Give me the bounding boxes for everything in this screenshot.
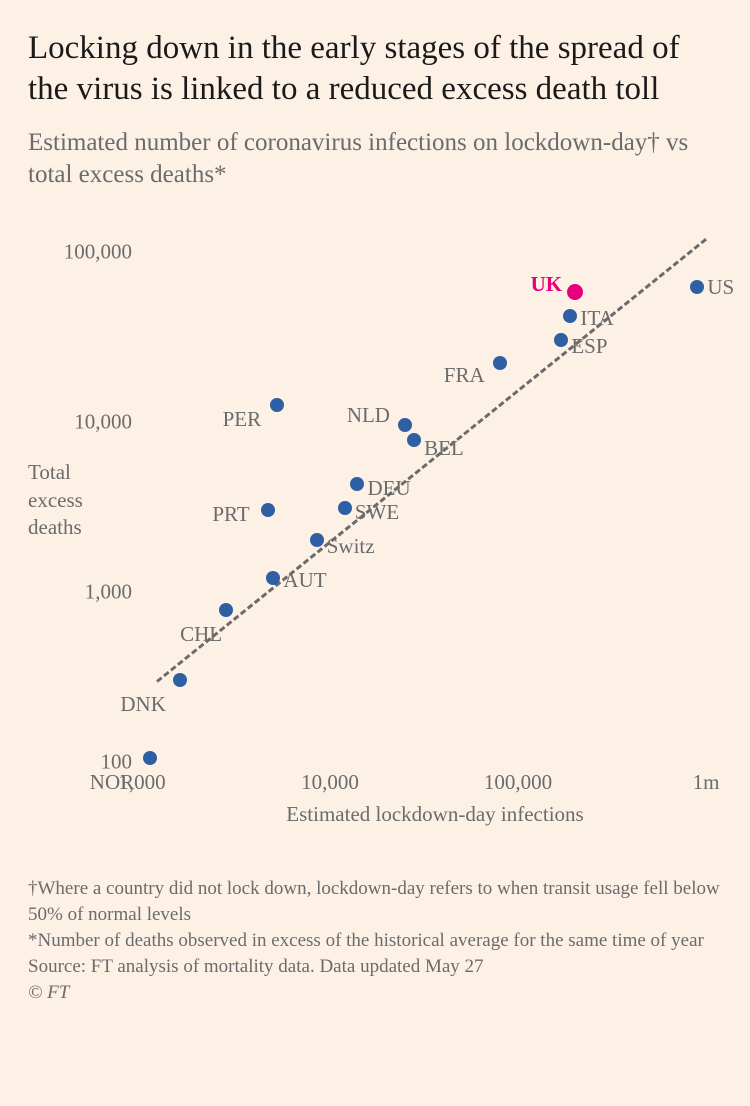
data-point bbox=[261, 503, 275, 517]
data-point bbox=[266, 571, 280, 585]
trend-line bbox=[156, 238, 707, 683]
data-point bbox=[173, 673, 187, 687]
data-label: SWE bbox=[355, 502, 399, 523]
scatter-chart: NORDNKCHLAUTSwitzPRTSWEDEUPERBELNLDFRAES… bbox=[28, 222, 722, 822]
y-tick: 1,000 bbox=[85, 579, 132, 604]
data-label: US bbox=[707, 277, 734, 298]
data-label: BEL bbox=[424, 438, 464, 459]
data-label: Switz bbox=[327, 536, 375, 557]
x-tick: 1,000 bbox=[118, 770, 165, 795]
data-point bbox=[350, 477, 364, 491]
x-tick: 10,000 bbox=[301, 770, 359, 795]
data-label: DNK bbox=[120, 694, 166, 715]
y-tick: 10,000 bbox=[74, 409, 132, 434]
plot-area: NORDNKCHLAUTSwitzPRTSWEDEUPERBELNLDFRAES… bbox=[142, 252, 706, 762]
data-label: AUT bbox=[283, 570, 326, 591]
data-point bbox=[690, 280, 704, 294]
data-point bbox=[219, 603, 233, 617]
data-point bbox=[407, 433, 421, 447]
data-label: CHL bbox=[180, 624, 222, 645]
x-tick: 100,000 bbox=[484, 770, 552, 795]
data-label: UK bbox=[531, 274, 563, 295]
data-label: ESP bbox=[571, 336, 607, 357]
data-point bbox=[493, 356, 507, 370]
data-point bbox=[563, 309, 577, 323]
data-point bbox=[270, 398, 284, 412]
data-label: FRA bbox=[444, 365, 485, 386]
data-point bbox=[554, 333, 568, 347]
data-point bbox=[398, 418, 412, 432]
data-label: PER bbox=[223, 409, 262, 430]
chart-container: Locking down in the early stages of the … bbox=[0, 0, 750, 1027]
data-point bbox=[310, 533, 324, 547]
data-point bbox=[338, 501, 352, 515]
footnote-line: †Where a country did not lock down, lock… bbox=[28, 876, 722, 928]
chart-subtitle: Estimated number of coronavirus infectio… bbox=[28, 127, 722, 192]
data-label: PRT bbox=[212, 504, 249, 525]
x-tick: 1m bbox=[693, 770, 720, 795]
data-label: NLD bbox=[347, 405, 390, 426]
data-label: ITA bbox=[580, 308, 613, 329]
x-axis-label: Estimated lockdown-day infections bbox=[88, 802, 750, 827]
data-point bbox=[143, 751, 157, 765]
chart-title: Locking down in the early stages of the … bbox=[28, 28, 722, 111]
chart-footer: †Where a country did not lock down, lock… bbox=[28, 876, 722, 1007]
footnote-line: Source: FT analysis of mortality data. D… bbox=[28, 954, 722, 980]
y-axis-label: Totalexcessdeaths bbox=[28, 459, 83, 541]
footnotes: †Where a country did not lock down, lock… bbox=[28, 876, 722, 981]
y-tick: 100,000 bbox=[64, 239, 132, 264]
footnote-line: *Number of deaths observed in excess of … bbox=[28, 928, 722, 954]
data-point bbox=[567, 284, 583, 300]
data-label: DEU bbox=[367, 478, 410, 499]
copyright: © FT bbox=[28, 980, 722, 1006]
